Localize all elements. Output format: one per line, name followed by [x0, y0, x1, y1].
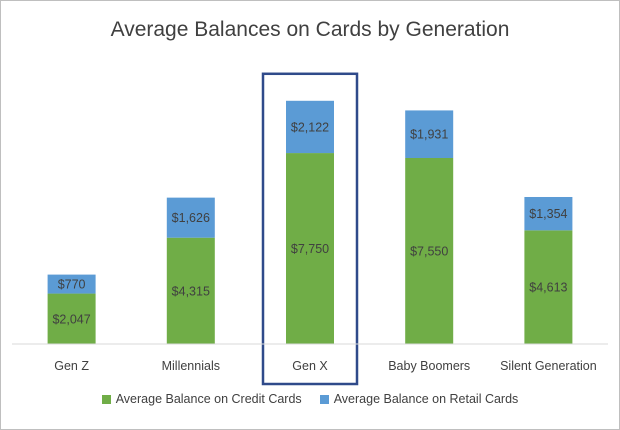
- bar-gen-z-credit-cards: [47, 293, 96, 344]
- data-label-gen-x-credit-cards: $7,750: [291, 242, 329, 256]
- bar-gen-x-retail-cards: [286, 100, 334, 154]
- legend-swatch-credit-cards: [101, 394, 111, 404]
- data-label-gen-z-retail-cards: $770: [58, 278, 86, 292]
- bar-baby-boomers-credit-cards: [405, 157, 454, 344]
- data-label-baby-boomers-retail-cards: $1,931: [410, 128, 448, 142]
- data-label-baby-boomers-credit-cards: $7,550: [410, 244, 448, 258]
- bar-millennials-retail-cards: [166, 197, 215, 238]
- bar-gen-z-retail-cards: [47, 274, 96, 294]
- bar-silent-generation-retail-cards: [524, 196, 573, 231]
- data-label-gen-z-credit-cards: $2,047: [52, 312, 90, 326]
- bar-millennials-credit-cards: [166, 237, 215, 344]
- chart-title: Average Balances on Cards by Generation: [110, 18, 510, 41]
- legend-label-retail-cards: Average Balance on Retail Cards: [333, 392, 519, 406]
- data-label-silent-generation-credit-cards: $4,613: [529, 281, 567, 295]
- x-tick-label-baby-boomers: Baby Boomers: [388, 359, 470, 373]
- bar-silent-generation-credit-cards: [524, 230, 573, 344]
- bar-gen-x-credit-cards: [286, 153, 334, 344]
- data-label-silent-generation-retail-cards: $1,354: [529, 207, 567, 221]
- x-tick-label-millennials: Millennials: [162, 359, 220, 373]
- data-label-millennials-credit-cards: $4,315: [172, 284, 210, 298]
- x-tick-label-gen-z: Gen Z: [54, 359, 89, 373]
- legend-item-retail-cards: Average Balance on Retail Cards: [319, 392, 519, 406]
- x-tick-label-gen-x: Gen X: [292, 359, 328, 373]
- legend-swatch-retail-cards: [319, 394, 329, 404]
- bar-baby-boomers-retail-cards: [405, 110, 454, 158]
- chart-legend: Average Balance on Credit Cards Average …: [0, 392, 620, 406]
- x-tick-label-silent-generation: Silent Generation: [500, 359, 597, 373]
- data-label-gen-x-retail-cards: $2,122: [291, 120, 329, 134]
- data-label-millennials-retail-cards: $1,626: [172, 211, 210, 225]
- legend-item-credit-cards: Average Balance on Credit Cards: [101, 392, 302, 406]
- legend-label-credit-cards: Average Balance on Credit Cards: [115, 392, 302, 406]
- highlight-box-gen-x: [261, 72, 359, 386]
